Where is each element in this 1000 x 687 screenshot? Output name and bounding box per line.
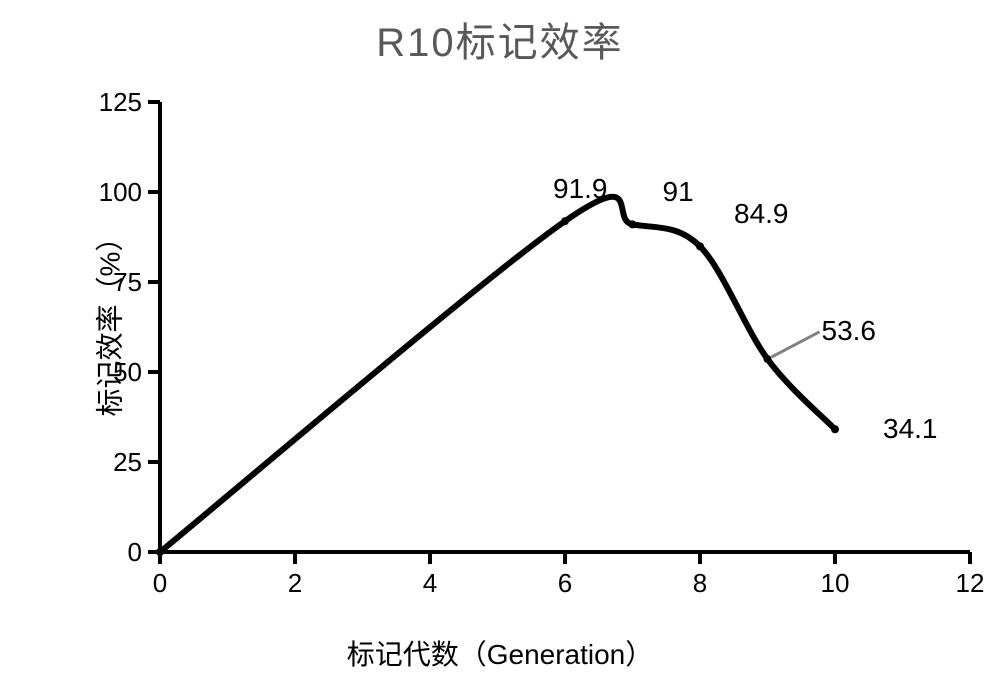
leader-line — [772, 332, 820, 357]
data-marker — [156, 548, 164, 556]
y-tick-label: 25 — [113, 447, 142, 478]
data-point-label: 34.1 — [883, 413, 938, 445]
y-tick-label: 125 — [99, 87, 142, 118]
x-tick-label: 2 — [265, 568, 325, 599]
x-tick-label: 12 — [940, 568, 1000, 599]
y-tick-label: 100 — [99, 177, 142, 208]
x-tick-label: 8 — [670, 568, 730, 599]
data-marker — [696, 242, 704, 250]
data-point-label: 84.9 — [734, 198, 789, 230]
x-tick-label: 6 — [535, 568, 595, 599]
data-marker — [831, 425, 839, 433]
y-tick-label: 50 — [113, 357, 142, 388]
x-tick-label: 4 — [400, 568, 460, 599]
data-marker — [561, 217, 569, 225]
y-tick-label: 0 — [128, 537, 142, 568]
data-line — [160, 197, 835, 552]
data-marker — [764, 355, 772, 363]
data-point-label: 91 — [663, 176, 694, 208]
chart-container: R10标记效率 标记效率（%） 标记代数（Generation） 0246810… — [0, 0, 1000, 687]
y-tick-label: 75 — [113, 267, 142, 298]
x-tick-label: 0 — [130, 568, 190, 599]
data-marker — [629, 220, 637, 228]
data-point-label: 91.9 — [553, 173, 608, 205]
data-point-label: 53.6 — [822, 315, 877, 347]
x-tick-label: 10 — [805, 568, 865, 599]
